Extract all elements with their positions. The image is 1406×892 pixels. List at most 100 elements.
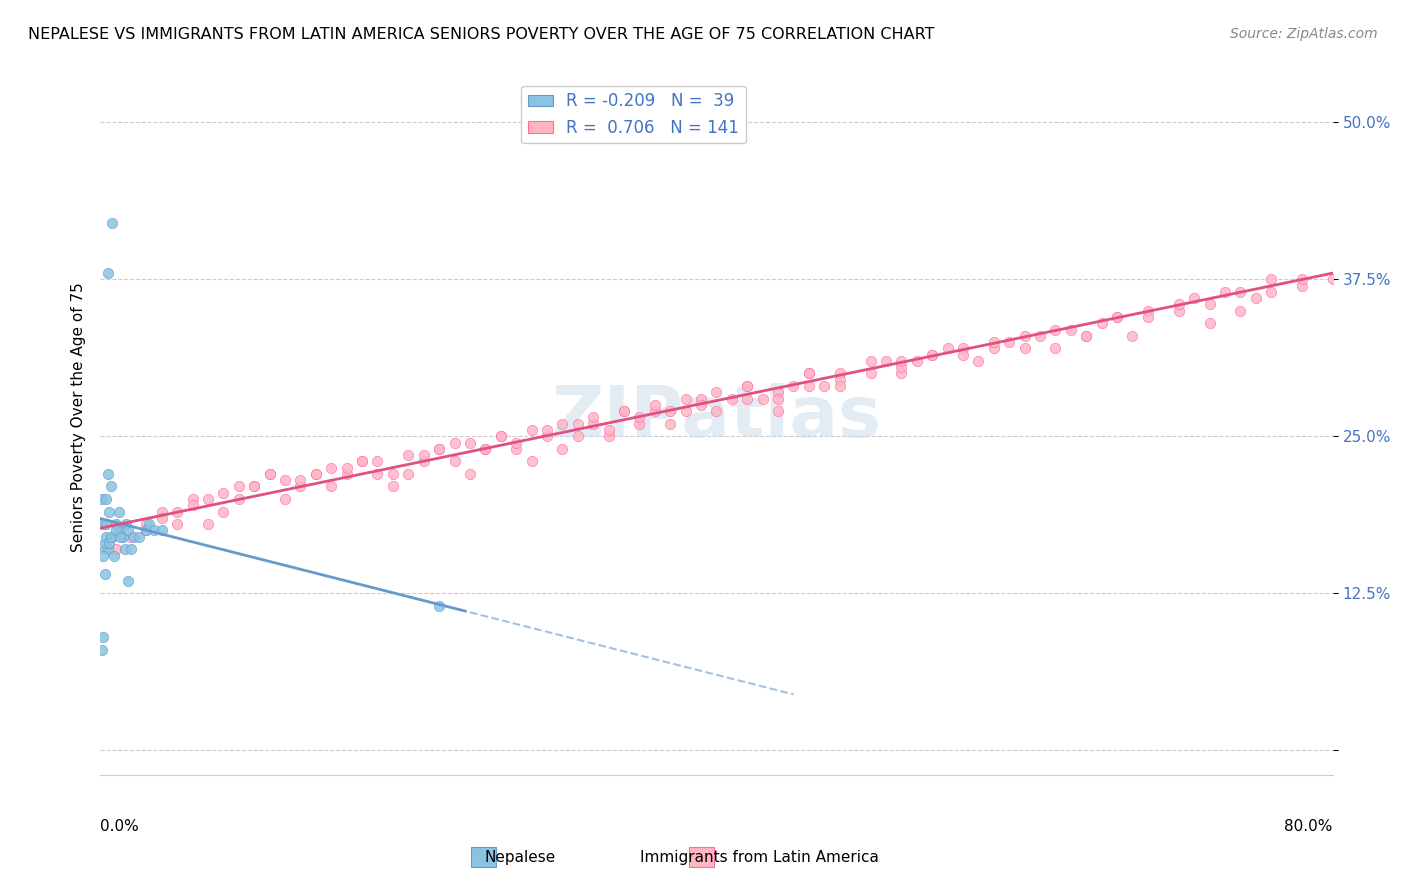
Point	[1213, 285, 1236, 299]
Point	[91, 517, 114, 532]
Point	[381, 467, 404, 481]
Point	[197, 491, 219, 506]
Point	[1244, 291, 1267, 305]
Point	[243, 479, 266, 493]
Point	[859, 367, 882, 381]
Point	[890, 354, 912, 368]
Point	[443, 435, 465, 450]
Point	[659, 417, 682, 431]
Point	[135, 517, 157, 532]
Point	[150, 505, 173, 519]
Point	[108, 524, 131, 538]
Point	[112, 530, 135, 544]
Point	[644, 404, 666, 418]
Point	[1322, 272, 1344, 286]
Point	[321, 479, 343, 493]
Point	[443, 454, 465, 468]
Point	[117, 574, 139, 588]
Point	[94, 536, 117, 550]
Point	[366, 454, 388, 468]
Point	[115, 517, 138, 532]
Point	[1167, 303, 1189, 318]
Point	[1229, 303, 1251, 318]
Point	[366, 467, 388, 481]
Point	[751, 392, 773, 406]
Point	[628, 417, 651, 431]
Point	[1045, 322, 1067, 336]
Point	[290, 479, 312, 493]
Point	[1014, 328, 1036, 343]
Point	[1353, 128, 1375, 142]
Text: NEPALESE VS IMMIGRANTS FROM LATIN AMERICA SENIORS POVERTY OVER THE AGE OF 75 COR: NEPALESE VS IMMIGRANTS FROM LATIN AMERIC…	[28, 27, 935, 42]
Point	[613, 404, 636, 418]
Point	[1291, 272, 1313, 286]
Point	[890, 360, 912, 375]
Point	[1060, 322, 1083, 336]
Point	[706, 385, 728, 400]
Point	[1136, 303, 1159, 318]
Point	[1076, 328, 1098, 343]
Point	[114, 542, 136, 557]
Point	[321, 460, 343, 475]
Point	[675, 392, 697, 406]
Point	[96, 517, 118, 532]
Point	[96, 491, 118, 506]
Point	[598, 423, 620, 437]
Point	[1029, 328, 1052, 343]
Point	[766, 392, 789, 406]
Point	[396, 448, 419, 462]
Point	[828, 379, 851, 393]
Point	[97, 266, 120, 280]
Text: 0.0%: 0.0%	[100, 819, 139, 834]
Point	[952, 342, 974, 356]
Point	[98, 536, 121, 550]
Point	[100, 530, 122, 544]
Point	[721, 392, 744, 406]
Point	[735, 379, 758, 393]
Point	[352, 454, 374, 468]
Point	[107, 505, 129, 519]
Point	[305, 467, 328, 481]
Point	[427, 599, 450, 613]
Point	[228, 491, 250, 506]
Point	[90, 642, 112, 657]
Point	[396, 467, 419, 481]
Point	[108, 530, 131, 544]
Point	[181, 491, 204, 506]
Point	[1014, 342, 1036, 356]
Point	[551, 417, 574, 431]
Point	[582, 410, 605, 425]
Point	[936, 342, 959, 356]
Point	[983, 335, 1005, 350]
Point	[536, 423, 558, 437]
Point	[520, 423, 543, 437]
Point	[1076, 328, 1098, 343]
Point	[598, 429, 620, 443]
Point	[305, 467, 328, 481]
Point	[474, 442, 496, 456]
Point	[274, 473, 297, 487]
Point	[94, 542, 117, 557]
Point	[536, 429, 558, 443]
Point	[181, 498, 204, 512]
Point	[427, 442, 450, 456]
Point	[1045, 342, 1067, 356]
Point	[766, 404, 789, 418]
Point	[243, 479, 266, 493]
Point	[138, 517, 160, 532]
Point	[1105, 310, 1128, 324]
Point	[290, 473, 312, 487]
Point	[97, 467, 120, 481]
Point	[1260, 272, 1282, 286]
Point	[567, 429, 589, 443]
Point	[96, 530, 118, 544]
Point	[122, 530, 145, 544]
Point	[828, 373, 851, 387]
Point	[101, 530, 124, 544]
Y-axis label: Seniors Poverty Over the Age of 75: Seniors Poverty Over the Age of 75	[72, 283, 86, 552]
Point	[98, 505, 121, 519]
Point	[659, 404, 682, 418]
Point	[505, 442, 527, 456]
Point	[921, 348, 943, 362]
Point	[875, 354, 897, 368]
